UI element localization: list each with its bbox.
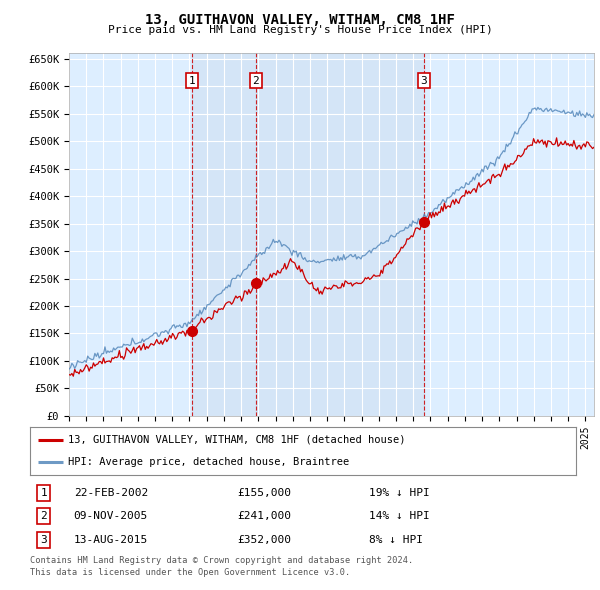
Text: 13-AUG-2015: 13-AUG-2015: [74, 535, 148, 545]
Text: £241,000: £241,000: [238, 512, 292, 522]
Text: 3: 3: [40, 535, 47, 545]
Text: 13, GUITHAVON VALLEY, WITHAM, CM8 1HF: 13, GUITHAVON VALLEY, WITHAM, CM8 1HF: [145, 13, 455, 27]
Text: 19% ↓ HPI: 19% ↓ HPI: [368, 487, 429, 497]
Text: £352,000: £352,000: [238, 535, 292, 545]
Text: 14% ↓ HPI: 14% ↓ HPI: [368, 512, 429, 522]
Text: This data is licensed under the Open Government Licence v3.0.: This data is licensed under the Open Gov…: [30, 568, 350, 576]
Bar: [256, 53, 424, 416]
Text: Contains HM Land Registry data © Crown copyright and database right 2024.: Contains HM Land Registry data © Crown c…: [30, 556, 413, 565]
Text: 09-NOV-2005: 09-NOV-2005: [74, 512, 148, 522]
Text: £155,000: £155,000: [238, 487, 292, 497]
Text: 2: 2: [253, 76, 259, 86]
Text: 22-FEB-2002: 22-FEB-2002: [74, 487, 148, 497]
Text: 13, GUITHAVON VALLEY, WITHAM, CM8 1HF (detached house): 13, GUITHAVON VALLEY, WITHAM, CM8 1HF (d…: [68, 435, 406, 445]
Text: 3: 3: [421, 76, 427, 86]
Text: 1: 1: [188, 76, 195, 86]
Text: 1: 1: [40, 487, 47, 497]
Text: 8% ↓ HPI: 8% ↓ HPI: [368, 535, 422, 545]
Text: HPI: Average price, detached house, Braintree: HPI: Average price, detached house, Brai…: [68, 457, 349, 467]
Text: 2: 2: [40, 512, 47, 522]
Bar: [192, 53, 256, 416]
Text: Price paid vs. HM Land Registry's House Price Index (HPI): Price paid vs. HM Land Registry's House …: [107, 25, 493, 35]
